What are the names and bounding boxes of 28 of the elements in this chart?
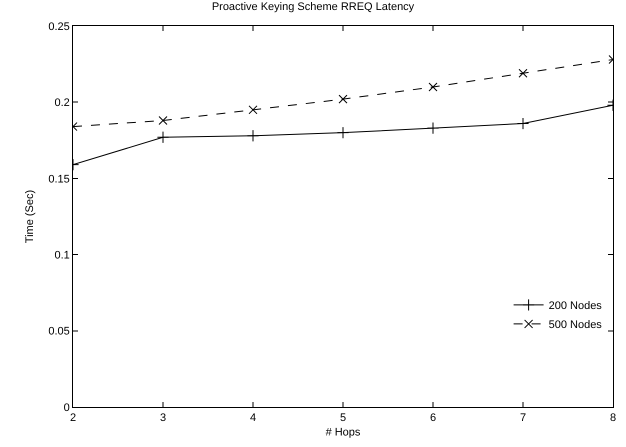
legend-label: 200 Nodes: [548, 300, 602, 312]
y-tick-label: 0.1: [54, 249, 70, 262]
y-tick-label: 0.15: [48, 173, 70, 186]
point: [426, 122, 440, 134]
x-tick-label: 7: [520, 412, 526, 424]
chart-title: Proactive Keying Scheme RREQ Latency: [212, 0, 415, 13]
x-tick-label: 3: [160, 412, 166, 424]
y-tick-label: 0.2: [54, 97, 70, 110]
y-tick-label: 0.05: [48, 326, 70, 338]
y-tick-label: 0: [64, 402, 70, 414]
point: [518, 68, 528, 78]
x-tick-label: 5: [340, 412, 346, 424]
point: [428, 82, 438, 92]
point: [338, 94, 348, 104]
legend-label: 500 Nodes: [548, 319, 602, 332]
x-tick-label: 8: [610, 412, 616, 424]
point: [156, 131, 170, 144]
x-tick-label: 6: [430, 412, 436, 424]
x-tick-label: 2: [70, 412, 76, 424]
point: [336, 126, 350, 139]
y-axis-title: Time (Sec): [24, 190, 36, 244]
x-axis-title: # Hops: [326, 426, 361, 438]
point: [248, 105, 258, 114]
point: [516, 117, 530, 130]
y-tick-label: 0.25: [48, 20, 70, 33]
x-tick-label: 4: [250, 412, 256, 424]
point: [246, 130, 260, 142]
point: [158, 116, 168, 125]
